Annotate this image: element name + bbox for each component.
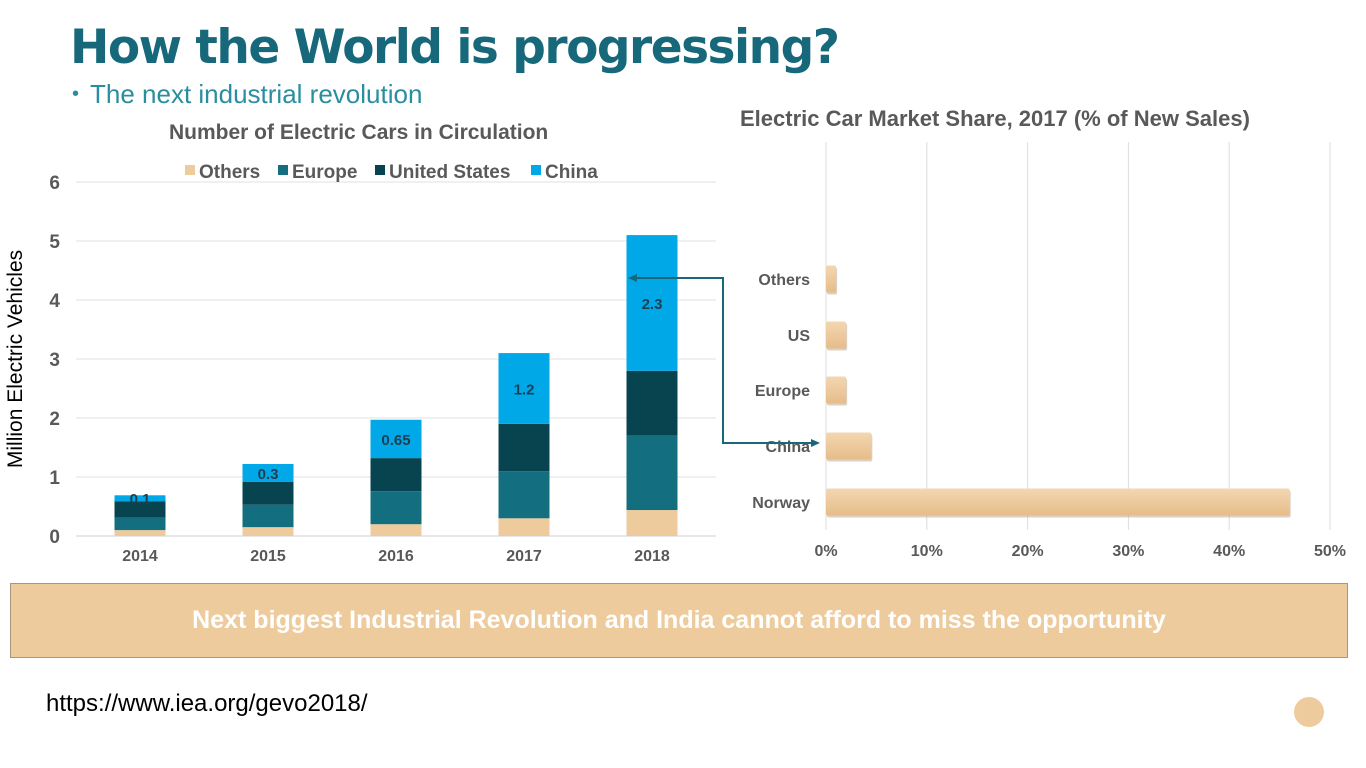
x-tick-label: 2018 [634,548,670,565]
bar-segment-china [498,353,550,424]
x-tick-label: 2014 [122,548,158,565]
bar [826,376,847,404]
arrowhead-left-icon [628,274,637,282]
bar-segment-united-states [242,481,294,505]
y-axis-label: Million Electric Vehicles [4,250,27,468]
bar-segment-china [242,464,294,482]
legend-label: United States [389,162,510,183]
legend-swatch [375,165,385,175]
data-label: 0.65 [381,432,410,449]
y-category-label: Others [758,272,810,289]
y-tick-label: 4 [49,291,60,312]
bar-segment-others [498,518,550,536]
bar-segment-others [114,530,166,536]
bar-segment-europe [498,471,550,519]
bar [826,321,847,349]
bar-segment-china [626,235,678,371]
connector-line [636,277,812,444]
y-tick-label: 5 [49,232,60,253]
legend-label: China [545,162,598,183]
x-tick-label: 30% [1112,543,1144,560]
y-category-label: Europe [755,383,810,400]
bar-segment-china [370,419,422,459]
legend-swatch [278,165,288,175]
legend-swatch [185,165,195,175]
x-tick-label: 2017 [506,548,542,565]
right-chart-horizontal-bar: 0% 10% 20% 30% 40% 50% Others US Europe China Norw… [752,142,1346,560]
source-link[interactable]: https://www.iea.org/gevo2018/ [46,690,368,717]
y-category-label: China [766,439,811,456]
banner-text: Next biggest Industrial Revolution and I… [192,606,1166,634]
x-tick-label: 50% [1314,543,1346,560]
bar-segment-united-states [498,423,550,472]
bar-segment-others [626,510,678,536]
bar-segment-europe [242,504,294,528]
x-tick-label: 20% [1012,543,1044,560]
bar-segment-europe [370,491,422,525]
left-chart-title: Number of Electric Cars in Circulation [169,121,549,144]
y-tick-label: 3 [49,350,60,371]
legend-label: Others [199,162,260,183]
bar [826,432,872,460]
arrowhead-right-icon [811,439,820,447]
bar-segment-china [114,495,166,502]
left-chart-stacked-bar: 0 1 2 3 4 5 6 Million Electric Vehicles Others Eu… [4,162,716,565]
x-tick-label: 2016 [378,548,414,565]
x-tick-label: 10% [911,543,943,560]
slide-subtitle: • The next industrial revolution [72,78,422,110]
bar-segment-united-states [626,370,678,436]
decorative-circle [1294,697,1324,727]
x-tick-label: 0% [814,543,837,560]
y-tick-label: 2 [49,409,60,430]
bar-segment-united-states [114,501,166,518]
conclusion-banner: Next biggest Industrial Revolution and I… [10,583,1348,658]
bar-segment-others [370,524,422,536]
data-label: 1.2 [514,382,535,399]
right-chart-title: Electric Car Market Share, 2017 (% of Ne… [740,106,1250,131]
y-category-label: Norway [752,495,810,512]
legend-label: Europe [292,162,357,183]
y-category-label: US [788,328,811,345]
bar-segment-europe [114,517,166,531]
bar-segment-others [242,527,294,536]
y-tick-label: 6 [49,173,60,194]
connector-arrow [628,274,820,447]
data-label: 0.3 [258,466,279,483]
legend-swatch [531,165,541,175]
y-tick-label: 1 [49,468,60,489]
bullet-icon: • [72,83,80,105]
x-tick-label: 40% [1213,543,1245,560]
x-tick-label: 2015 [250,548,286,565]
bar [826,488,1290,516]
subtitle-text: The next industrial revolution [90,79,423,109]
charts-canvas: 0 1 2 3 4 5 6 Million Electric Vehicles Others Eu… [4,142,1346,565]
bar [826,265,837,293]
bar-segment-united-states [370,458,422,492]
slide-title: How the World is progressing? [70,20,840,75]
y-tick-label: 0 [49,527,60,548]
data-label: 0.1 [130,491,151,508]
data-label: 2.3 [642,296,663,313]
bar-segment-europe [626,435,678,511]
